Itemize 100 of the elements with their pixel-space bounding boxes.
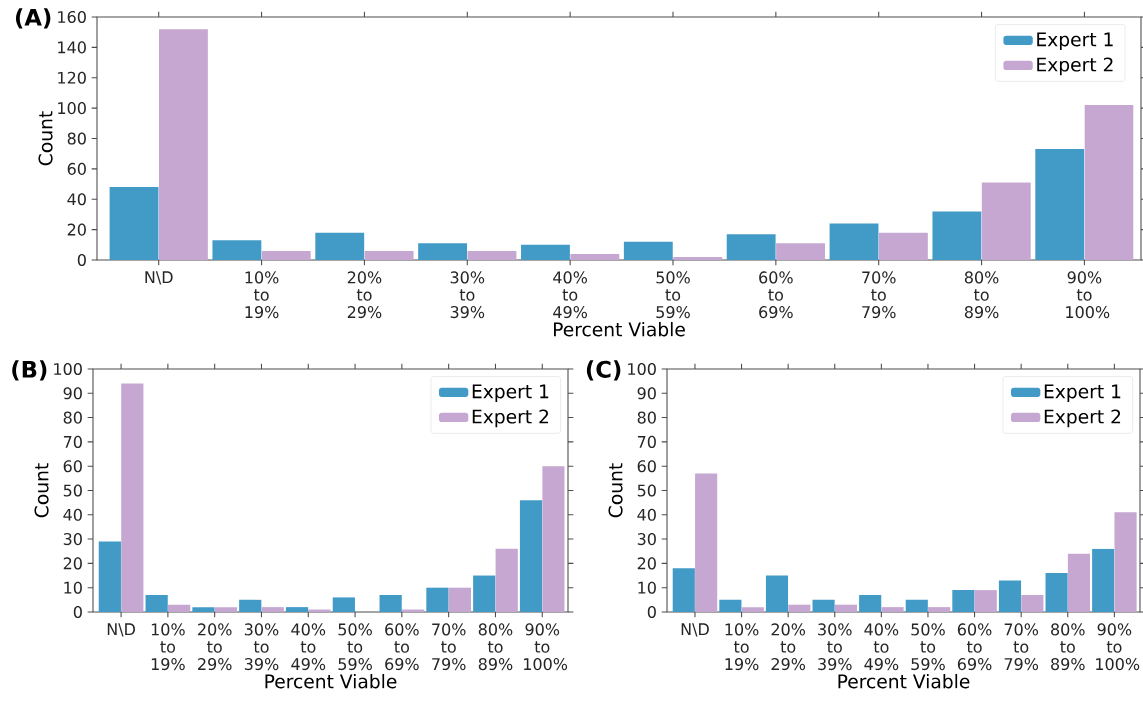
bar [932,211,982,260]
bar [695,473,718,612]
bar [332,597,355,612]
bar [812,599,835,612]
bar [473,575,496,612]
bar [1021,594,1044,612]
y-tick-label: 50 [63,484,82,497]
legend-label: Expert 1 [472,384,549,403]
x-tick-label: 80% to 89% [1051,623,1085,671]
x-tick-label: 20% to 29% [198,623,232,671]
bar [418,243,468,260]
x-tick-label: 90% to 100% [1096,623,1140,671]
y-tick-label: 80 [63,411,82,424]
bar [1045,573,1068,612]
bar [239,599,262,612]
y-tick-label: 20 [637,557,656,570]
x-tick-label: 70% to 79% [432,623,466,671]
bar [623,241,673,260]
bar [881,607,904,612]
y-tick-label: 40 [63,508,82,521]
x-tick-label: 20% to 29% [347,271,382,319]
y-tick-label: 80 [67,132,86,145]
bar [981,182,1031,260]
x-tick-label: 30% to 39% [450,271,485,319]
y-axis-title: Count [38,111,53,166]
bar [905,599,928,612]
bar [426,587,449,612]
x-tick-label: 50% to 59% [656,271,690,319]
legend-label: Expert 1 [1044,384,1121,403]
y-tick-label: 60 [67,162,86,175]
bar [1067,553,1091,612]
bar [829,223,879,260]
bar [974,590,997,612]
x-axis-title: Percent Viable [554,321,685,337]
y-tick-label: 10 [64,581,82,594]
x-tick-label: 30% to 39% [818,623,852,671]
y-tick-label: 50 [637,484,656,497]
y-tick-label: 100 [54,362,82,376]
bar [673,256,723,260]
bar [521,244,570,260]
y-tick-label: 90 [63,387,82,400]
bar [315,232,365,260]
x-tick-label: 70% to 79% [1004,623,1039,671]
legend-label: Expert 2 [1044,409,1121,428]
x-tick-label: 10% to 19% [725,623,759,671]
x-tick-label: 40% to 49% [864,623,899,671]
x-tick-label: 60% to 69% [385,623,419,671]
y-tick-label: 0 [647,605,656,619]
x-tick-label: 60% to 69% [759,271,793,319]
y-tick-label: 70 [637,435,656,448]
bar [145,594,168,612]
bar [788,604,811,612]
x-tick-label: N\D [107,623,135,637]
y-tick-label: 20 [67,223,86,236]
bar [158,29,208,260]
x-axis-title: Percent Viable [265,673,397,689]
bar [261,250,311,260]
x-tick-label: 80% to 89% [964,271,999,319]
y-tick-label: 0 [77,253,86,267]
y-tick-label: 0 [73,605,82,619]
y-axis-title: Count [608,463,623,518]
bar [726,234,776,260]
x-tick-label: N\D [145,271,173,285]
bar [719,599,742,612]
y-tick-label: 120 [58,71,86,84]
x-tick-label: 40% to 49% [553,271,588,319]
bar [109,187,159,260]
bar [859,594,882,612]
chart-title: (B) [12,360,47,381]
bar [1035,149,1085,260]
bar [467,250,517,260]
bar [570,253,620,260]
bar [878,232,928,260]
x-tick-label: N\D [681,623,709,637]
x-tick-label: 10% to 19% [151,623,185,671]
bar [192,607,215,612]
x-tick-label: 50% to 59% [338,623,372,671]
x-tick-label: 40% to 49% [291,623,326,671]
bar [998,580,1022,612]
y-tick-label: 70 [63,435,82,448]
x-tick-label: 50% to 59% [911,623,945,671]
bar [542,466,565,612]
y-tick-label: 140 [58,41,86,54]
bar [928,607,951,612]
x-tick-label: 10% to 19% [245,271,279,319]
bar [776,243,825,260]
x-tick-label: 90% to 100% [524,623,568,671]
x-axis-title: Percent Viable [838,673,970,689]
chart-title: (C) [586,360,621,381]
x-tick-label: 80% to 89% [478,623,513,671]
x-tick-label: 20% to 29% [771,623,806,671]
y-tick-label: 40 [67,193,86,206]
bar [448,587,472,612]
bar [121,383,144,612]
bar [495,548,518,612]
y-tick-label: 60 [63,460,82,473]
y-tick-label: 30 [637,533,656,546]
bar [285,607,309,612]
bar [1084,105,1134,260]
y-tick-label: 80 [637,411,656,424]
